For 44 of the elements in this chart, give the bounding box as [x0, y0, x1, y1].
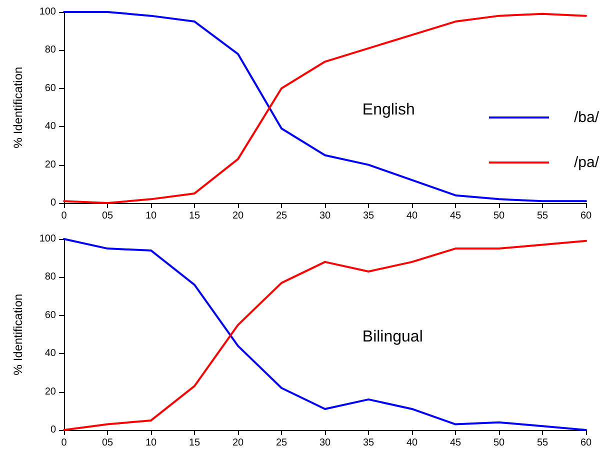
x-tick-label: 30 [319, 210, 331, 222]
y-tick-label: 20 [44, 159, 56, 170]
y-tick-label: 40 [44, 121, 56, 132]
x-tick-label: 20 [232, 438, 244, 448]
x-tick-label: 05 [102, 210, 114, 222]
x-tick-label: 50 [493, 210, 505, 222]
legend-label: /ba/ [574, 109, 600, 126]
x-tick-label: 0 [61, 438, 68, 448]
x-tick-label: 10 [145, 210, 157, 222]
x-tick-label: 55 [536, 210, 548, 222]
x-tick-label: 25 [276, 210, 288, 222]
y-tick-label: 100 [39, 6, 56, 18]
y-tick-label: 80 [44, 272, 56, 283]
y-tick-label: 0 [50, 424, 56, 436]
y-axis-title: % Identification [11, 66, 25, 148]
x-tick-label: 40 [406, 210, 418, 222]
x-tick-label: 60 [580, 210, 592, 222]
x-tick-label: 20 [232, 210, 244, 222]
x-tick-label: 15 [188, 210, 200, 222]
y-tick-label: 80 [44, 44, 56, 56]
x-tick-label: 0 [61, 210, 68, 222]
x-tick-label: 60 [580, 438, 592, 448]
y-tick-label: 20 [44, 386, 56, 398]
x-tick-label: 15 [188, 438, 200, 448]
y-axis-title: % Identification [11, 294, 25, 376]
x-tick-label: 50 [493, 438, 505, 448]
x-tick-label: 45 [450, 438, 462, 448]
y-tick-label: 60 [44, 82, 56, 94]
y-tick-label: 40 [44, 348, 56, 360]
legend-label: /pa/ [574, 154, 600, 171]
x-tick-label: 30 [319, 438, 331, 448]
x-tick-label: 40 [406, 438, 418, 448]
x-tick-label: 35 [362, 438, 374, 448]
y-tick-label: 0 [50, 198, 56, 208]
x-tick-label: 10 [145, 438, 157, 448]
x-tick-label: 25 [276, 438, 288, 448]
annotation: English [362, 102, 415, 119]
x-tick-label: 05 [102, 438, 114, 448]
annotation: Bilingual [362, 328, 423, 346]
x-tick-label: 45 [450, 210, 462, 222]
x-tick-label: 55 [536, 438, 548, 448]
x-tick-label: 35 [362, 210, 374, 222]
y-tick-label: 60 [44, 310, 56, 321]
y-tick-label: 100 [39, 234, 56, 244]
